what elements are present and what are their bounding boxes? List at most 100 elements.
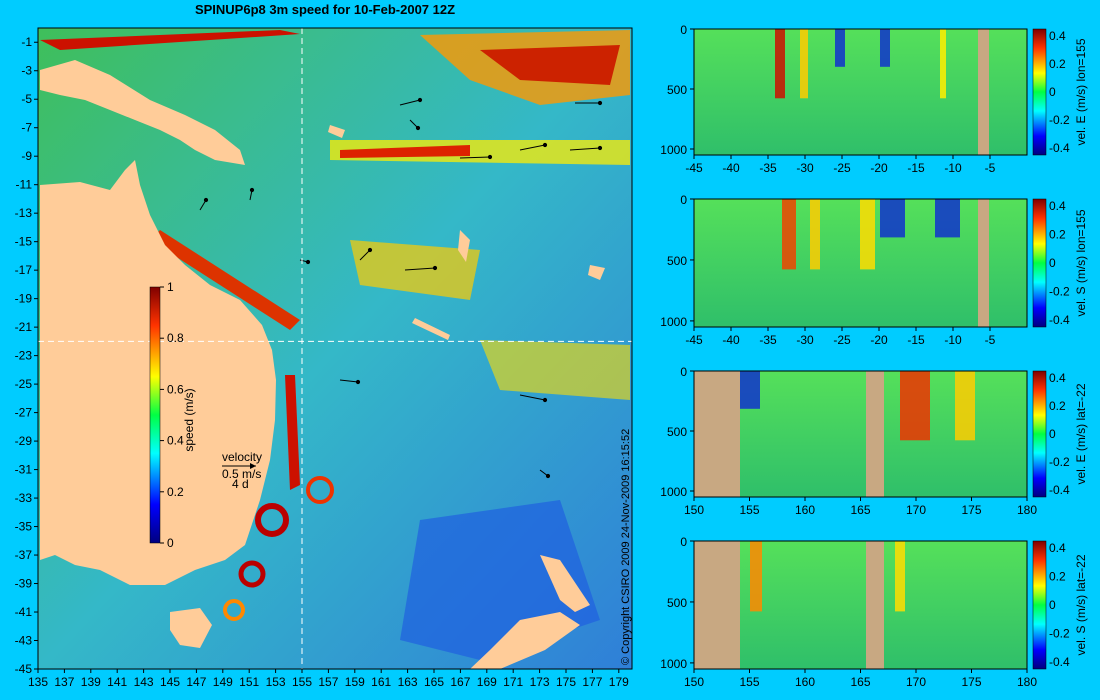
section-positive-anomaly: [810, 199, 820, 270]
section-colorbar-tick-label: 0: [1049, 598, 1056, 612]
map-y-tick-label: -15: [15, 235, 33, 249]
map-x-tick-label: 153: [266, 675, 286, 689]
speed-colorbar-tick-label: 0.8: [167, 331, 184, 345]
velocity-arrow: [339, 379, 359, 383]
section-colorbar-tick-label: 0.4: [1049, 541, 1066, 555]
section-x-tick-label: -30: [796, 333, 814, 347]
section-x-tick-label: -40: [722, 333, 740, 347]
section-y-tick-label: 500: [667, 254, 687, 268]
section-negative-anomaly: [880, 29, 890, 67]
section-colorbar: [1032, 28, 1047, 156]
section-colorbar-tick-label: 0: [1049, 427, 1056, 441]
map-x-tick-label: 147: [186, 675, 206, 689]
map-x-tick-label: 179: [609, 675, 629, 689]
map-x-tick-label: 137: [54, 675, 74, 689]
section-y-tick-label: 1000: [660, 143, 687, 157]
map-x-tick-label: 169: [477, 675, 497, 689]
section-y-tick-label: 0: [680, 23, 687, 37]
section-colorbar: [1032, 198, 1047, 328]
velocity-arrowhead: [542, 397, 548, 403]
map-y-tick-label: -27: [15, 406, 33, 420]
velocity-arrows: [199, 97, 603, 479]
section-x-tick-label: 180: [1017, 675, 1037, 689]
speed-colorbar-label: speed (m/s): [182, 388, 196, 451]
map-y-tick-label: -37: [15, 548, 33, 562]
section-x-tick-label: -15: [907, 333, 925, 347]
section-x-tick-label: -45: [685, 333, 703, 347]
velocity-arrowhead: [355, 379, 361, 385]
map-x-tick-label: 145: [160, 675, 180, 689]
velocity-arrowhead: [432, 265, 438, 271]
velocity-legend-title: velocity: [222, 450, 262, 464]
velocity-arrowhead: [487, 154, 493, 160]
section-colorbar-label: vel. E (m/s) lon=155: [1074, 38, 1088, 145]
map-y-tick-label: -25: [15, 377, 33, 391]
section-x-tick-label: -45: [685, 161, 703, 175]
map-y-tick-label: -11: [16, 178, 33, 192]
section-y-tick-label: 1000: [660, 485, 687, 499]
map-x-tick-label: 175: [556, 675, 576, 689]
section-colorbar-tick-label: 0.4: [1049, 199, 1066, 213]
velocity-arrowhead: [367, 247, 373, 253]
section-x-tick-label: -40: [722, 161, 740, 175]
section-land: [978, 29, 989, 155]
velocity-arrow: [399, 99, 421, 106]
map-x-tick-label: 141: [107, 675, 127, 689]
section-x-tick-label: -20: [870, 161, 888, 175]
section-colorbar-tick-label: -0.4: [1049, 313, 1070, 327]
velocity-arrowhead: [542, 142, 548, 148]
copyright-credit: © Copyright CSIRO 2009 24-Nov-2009 16:15…: [620, 428, 632, 665]
section-negative-anomaly: [935, 199, 960, 238]
eddy: [238, 560, 266, 588]
velocity-arrow: [404, 267, 436, 271]
section-colorbar-tick-label: 0.4: [1049, 29, 1066, 43]
eddy: [255, 503, 289, 537]
section-colorbar-tick-label: -0.2: [1049, 455, 1070, 469]
velocity-arrowhead: [545, 473, 551, 479]
section-colorbar-tick-label: 0.2: [1049, 228, 1066, 242]
section-y-tick-label: 500: [667, 425, 687, 439]
map-y-tick-label: -19: [15, 292, 33, 306]
section-y-tick-label: 0: [680, 365, 687, 379]
section-land: [694, 541, 740, 669]
land-island: [458, 230, 470, 262]
section-y-tick-label: 1000: [660, 657, 687, 671]
map-x-tick-label: 143: [134, 675, 154, 689]
velocity-arrowhead: [417, 97, 423, 103]
velocity-arrow: [569, 147, 601, 151]
section-x-tick-label: 155: [739, 675, 759, 689]
section-colorbar-tick-label: -0.4: [1049, 655, 1070, 669]
section-x-tick-label: -5: [985, 333, 996, 347]
velocity-arrow: [359, 249, 371, 261]
velocity-legend-arrowhead: [250, 463, 256, 469]
land-island: [328, 125, 345, 138]
map-panel: 135 137 139 141 143 145 147 149 151 153 155 157 159 1…: [15, 27, 633, 689]
speed-colorbar-tick-label: 0.2: [167, 485, 184, 499]
section-positive-anomaly: [775, 29, 785, 99]
speed-colorbar-tick-label: 0.6: [167, 382, 184, 396]
section-colorbar-tick-label: 0.2: [1049, 570, 1066, 584]
map-y-tick-label: -5: [21, 92, 32, 106]
map-y-tick-label: -35: [15, 520, 33, 534]
land-island: [588, 265, 605, 280]
velocity-arrowhead: [415, 125, 421, 131]
section-x-tick-label: 160: [795, 675, 815, 689]
map-x-axis: 135 137 139 141 143 145 147 149 151 153 155 157 159 1…: [28, 669, 629, 689]
section-x-tick-label: -5: [985, 161, 996, 175]
section-x-tick-label: -10: [944, 161, 962, 175]
section-positive-anomaly: [782, 199, 796, 270]
map-y-tick-label: -3: [21, 64, 32, 78]
section-positive-anomaly: [860, 199, 875, 270]
velocity-arrowhead: [305, 259, 311, 265]
velocity-arrowhead: [203, 197, 209, 203]
current-band: [40, 30, 300, 50]
land-png: [40, 60, 245, 165]
section-field: [694, 29, 1027, 155]
map-x-tick-label: 165: [424, 675, 444, 689]
section-x-tick-label: 155: [739, 503, 759, 517]
velocity-arrowhead: [249, 187, 255, 193]
section-y-tick-label: 500: [667, 83, 687, 97]
current-band: [285, 375, 300, 490]
section-x-tick-label: 165: [850, 675, 870, 689]
section-x-tick-label: -20: [870, 333, 888, 347]
